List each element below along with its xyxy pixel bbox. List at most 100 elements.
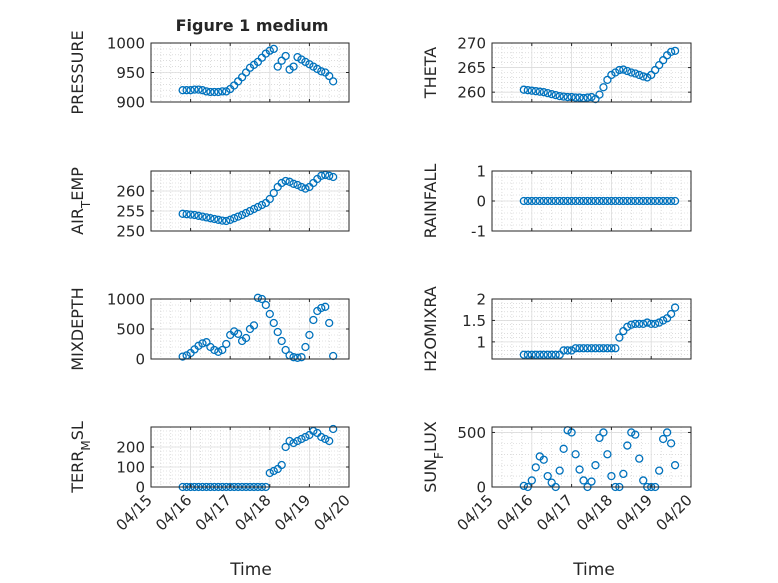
data-point xyxy=(539,350,548,359)
data-point xyxy=(523,86,532,95)
data-point xyxy=(293,353,302,362)
data-point xyxy=(293,180,302,190)
x-tick-label: 04/16 xyxy=(493,491,536,534)
axes-box xyxy=(150,426,350,488)
data-point xyxy=(202,338,211,347)
data-point xyxy=(583,196,592,206)
data-point xyxy=(575,465,584,474)
data-point xyxy=(551,350,560,359)
data-point xyxy=(595,90,604,99)
data-point xyxy=(527,476,536,485)
data-point xyxy=(651,65,660,75)
data-point xyxy=(523,350,532,359)
y-tick-label: 255 xyxy=(116,203,145,221)
data-point xyxy=(257,200,267,210)
data-point xyxy=(321,302,330,311)
data-point xyxy=(599,428,608,437)
data-point xyxy=(543,196,552,206)
data-point xyxy=(563,92,572,102)
data-point xyxy=(281,51,290,61)
data-point xyxy=(214,215,223,224)
data-point xyxy=(265,468,274,478)
data-point xyxy=(627,196,636,206)
y-tick-label: 500 xyxy=(457,424,486,442)
subplot-rainfall: -1 0 1 RAINFALL xyxy=(421,163,692,241)
y-tick-label: 0 xyxy=(476,479,486,497)
subplot-h2omixra: 1 1.5 2 H2OMIXRA xyxy=(421,286,692,372)
data-point xyxy=(655,196,664,206)
data-point xyxy=(666,309,676,319)
data-point xyxy=(670,46,680,56)
y-axis-label: MIXDEPTH xyxy=(68,287,87,370)
data-point xyxy=(186,86,195,95)
y-tick-label: 1.5 xyxy=(462,312,486,330)
data-point xyxy=(670,461,680,470)
y-axis-label: SUNFLUX xyxy=(421,421,446,493)
data-point xyxy=(567,346,576,355)
data-point xyxy=(639,476,648,485)
axes-box xyxy=(150,170,350,232)
data-point xyxy=(639,319,648,329)
data-point xyxy=(547,350,556,359)
data-point xyxy=(301,432,310,442)
axes-box xyxy=(491,298,692,360)
data-point xyxy=(571,450,580,459)
data-point xyxy=(658,56,668,65)
data-point xyxy=(559,346,568,355)
y-axis-label: AIRTEMP xyxy=(68,167,93,235)
data-point xyxy=(325,171,334,180)
data-point xyxy=(531,87,540,96)
y-tick-label: 950 xyxy=(116,64,145,82)
x-tick-label: 04/19 xyxy=(613,491,656,534)
data-point xyxy=(571,344,580,353)
data-point xyxy=(297,434,306,444)
data-point xyxy=(281,176,290,186)
data-point xyxy=(519,350,528,359)
y-tick-label: 100 xyxy=(116,459,145,477)
data-point xyxy=(317,303,326,313)
data-point xyxy=(519,85,528,94)
data-point xyxy=(519,196,528,206)
x-tick-label: 04/16 xyxy=(152,491,195,534)
data-point xyxy=(571,93,580,102)
y-tick-label: 0 xyxy=(476,193,486,211)
data-point xyxy=(575,344,584,353)
data-point xyxy=(543,471,552,481)
data-point xyxy=(623,66,632,76)
data-point xyxy=(631,196,640,206)
data-point xyxy=(587,477,596,486)
data-point xyxy=(539,196,548,206)
data-point xyxy=(579,344,588,353)
y-tick-label: 1 xyxy=(476,163,486,181)
data-point xyxy=(599,83,608,92)
data-point xyxy=(583,93,592,102)
data-point xyxy=(281,345,290,355)
data-point xyxy=(655,318,664,327)
data-point xyxy=(222,216,231,226)
data-point xyxy=(666,439,676,448)
data-point xyxy=(214,347,223,356)
x-axis-label-right: Time xyxy=(572,560,615,580)
data-point xyxy=(599,344,608,353)
data-point xyxy=(178,86,187,95)
data-point xyxy=(198,86,207,95)
data-point xyxy=(297,353,306,362)
data-point xyxy=(289,438,298,448)
y-tick-label: 500 xyxy=(116,321,145,339)
data-point xyxy=(647,319,656,329)
data-point xyxy=(190,210,199,220)
data-point xyxy=(261,300,270,310)
data-point xyxy=(317,432,326,442)
data-point xyxy=(647,196,656,206)
y-tick-label: 1000 xyxy=(107,35,145,53)
data-point xyxy=(253,202,263,212)
x-tick-label: 04/18 xyxy=(573,491,616,534)
y-tick-label: 1000 xyxy=(107,291,145,309)
data-point xyxy=(265,309,274,319)
subplot-mixdepth: 0 500 1000 MIXDEPTH xyxy=(68,287,350,371)
data-point xyxy=(519,481,528,491)
data-point xyxy=(595,196,604,206)
x-tick-label: 04/20 xyxy=(311,491,354,534)
data-point xyxy=(198,212,207,221)
data-point xyxy=(563,346,572,355)
